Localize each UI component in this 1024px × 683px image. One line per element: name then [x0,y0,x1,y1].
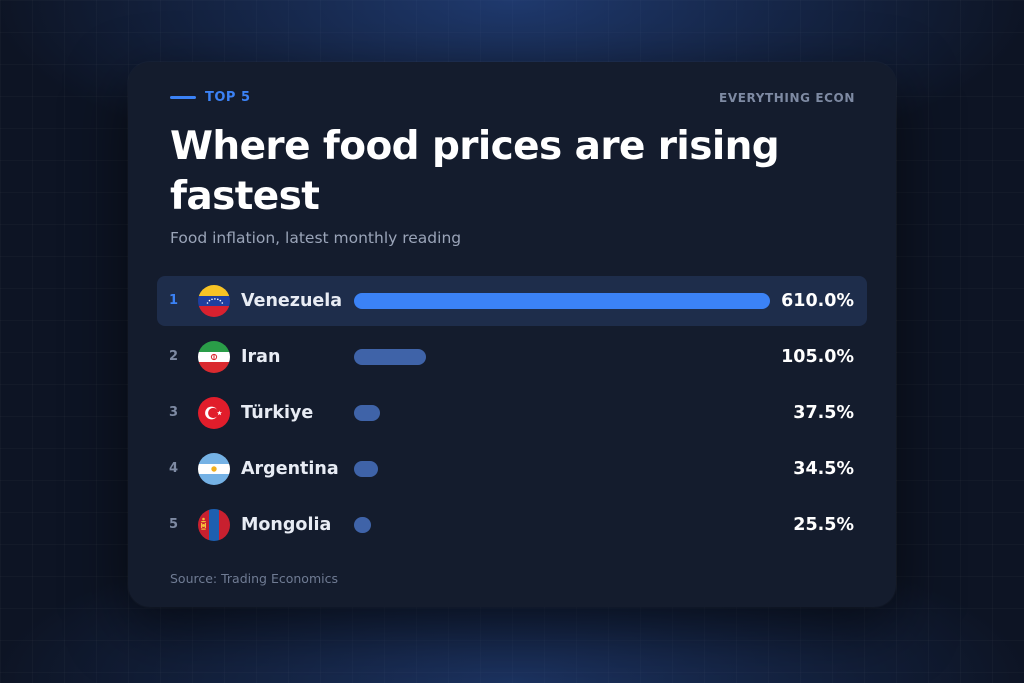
kicker-accent-line [170,96,196,99]
value-label: 37.5% [793,403,854,423]
bar-mark [354,349,426,365]
bar-track [354,293,770,309]
rank-number: 4 [169,461,179,476]
bar-track [354,461,770,477]
flag-turkiye-icon [198,397,230,429]
bar-mark [354,293,770,309]
country-label: Argentina [241,459,339,479]
rank-number: 5 [169,517,179,532]
ranking-row: 5 Mongolia 25.5% [157,500,867,550]
chart-title: Where food prices are rising fastest [170,124,780,219]
bar-track [354,349,770,365]
value-label: 25.5% [793,515,854,535]
rank-number: 1 [169,293,179,308]
flag-venezuela-icon [198,285,230,317]
ranking-row: 3 Türkiye 37.5% [157,388,867,438]
ranking-list: 1 Venezuela 610.0% 2 Iran 105.0% 3 Türkiye 37.5%… [157,276,867,556]
card-header: TOP 5 EVERYTHING ECON [170,90,855,106]
value-label: 105.0% [781,347,854,367]
value-label: 610.0% [781,291,854,311]
ranking-row: 2 Iran 105.0% [157,332,867,382]
bar-track [354,517,770,533]
rank-number: 3 [169,405,179,420]
kicker-label: TOP 5 [205,90,251,105]
ranking-row: 4 Argentina 34.5% [157,444,867,494]
country-label: Türkiye [241,403,314,423]
bar-mark [354,405,380,421]
ranking-row: 1 Venezuela 610.0% [157,276,867,326]
flag-argentina-icon [198,453,230,485]
bar-mark [354,461,378,477]
rank-number: 2 [169,349,179,364]
value-label: 34.5% [793,459,854,479]
brand-label: EVERYTHING ECON [719,91,855,105]
chart-card: TOP 5 EVERYTHING ECON Where food prices … [128,62,896,607]
flag-iran-icon [198,341,230,373]
flag-mongolia-icon [198,509,230,541]
country-label: Venezuela [241,291,343,311]
source-note: Source: Trading Economics [170,571,338,586]
bar-mark [354,517,372,533]
country-label: Mongolia [241,515,332,535]
chart-subtitle: Food inflation, latest monthly reading [170,229,462,247]
country-label: Iran [241,347,281,367]
bar-track [354,405,770,421]
